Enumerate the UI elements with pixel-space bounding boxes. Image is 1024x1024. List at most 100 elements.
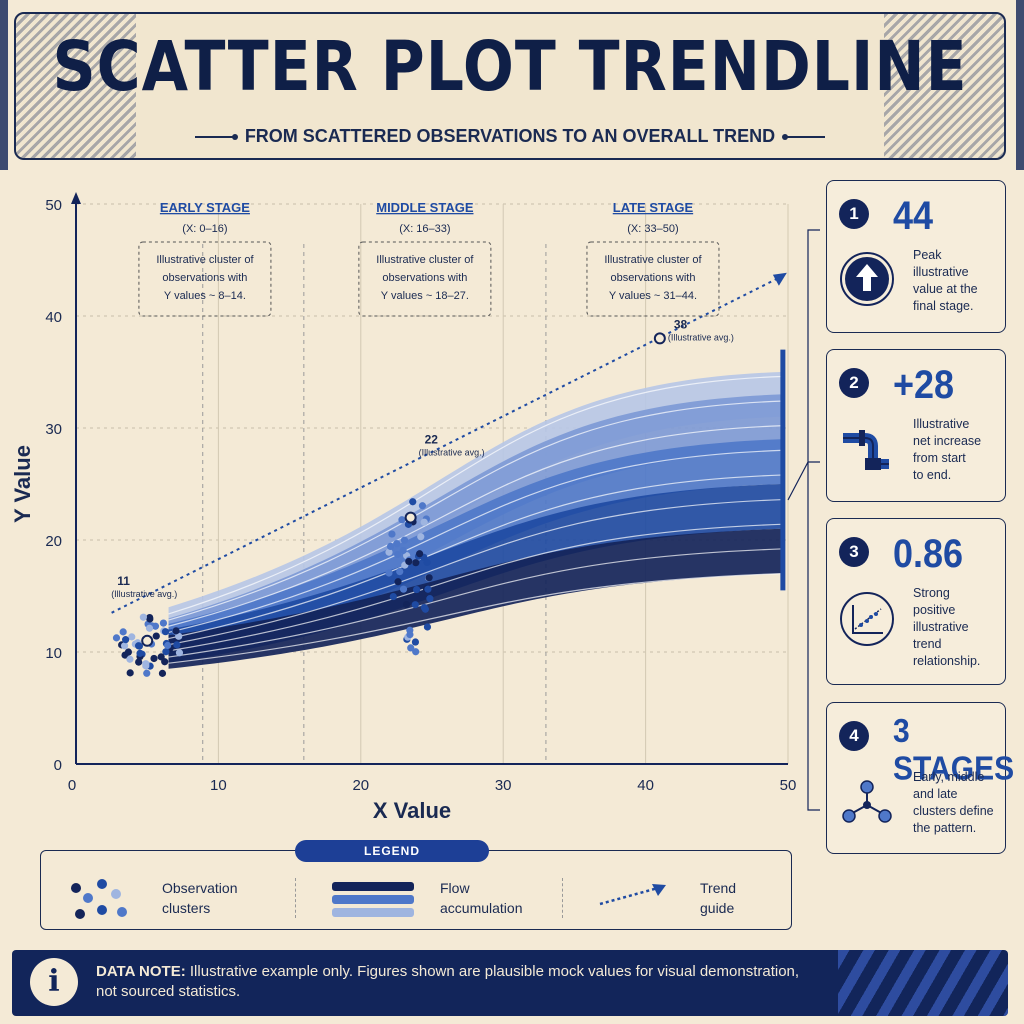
- flow-legend-icon: [332, 882, 414, 917]
- cluster-legend-icon: [71, 879, 127, 919]
- scatter-point: [411, 638, 420, 646]
- scatter-point: [119, 628, 127, 636]
- flow-streamline: [168, 474, 781, 640]
- scatter-point: [416, 550, 424, 558]
- stage-note-box: [586, 241, 720, 317]
- scatter-point: [411, 601, 419, 609]
- data-note-label: DATA NOTE:: [96, 963, 186, 980]
- stage-note-line: observations with: [382, 272, 467, 284]
- info-icon: i: [30, 958, 78, 1006]
- scatter-point: [399, 546, 407, 555]
- scatter-point: [161, 628, 170, 636]
- card-desc-line: illustrative: [913, 620, 969, 634]
- scatter-point: [173, 641, 181, 649]
- stage-note-line: observations with: [162, 272, 247, 284]
- flow-streamline: [168, 375, 781, 615]
- stat-card-4: 4 3 STAGES Early, middle and late cluste…: [826, 702, 1014, 854]
- trend-point: [404, 511, 417, 524]
- pipe-icon: [843, 430, 889, 470]
- scatter-point: [159, 619, 168, 627]
- stage-note-line: Illustrative cluster of: [156, 254, 254, 266]
- card-desc-line: value at the: [913, 282, 978, 296]
- scatter-point: [142, 662, 150, 670]
- legend-item-trend: Trend guide: [700, 878, 736, 918]
- card-desc-line: the pattern.: [913, 821, 977, 835]
- scatter-point: [128, 633, 136, 641]
- stage-label: MIDDLE STAGE: [376, 200, 474, 215]
- trend-point: [653, 332, 666, 345]
- scatter-point: [405, 557, 413, 566]
- legend-item-flow: Flow accumulation: [440, 878, 523, 918]
- scatter-point: [134, 642, 143, 650]
- trend-point-label: 38: [674, 317, 688, 331]
- stage-range: (X: 33–50): [627, 223, 678, 235]
- page-title: SCATTER PLOT TRENDLINE: [52, 26, 968, 108]
- card-desc-line: Illustrative: [913, 417, 970, 431]
- scatter-point: [409, 498, 417, 506]
- header: SCATTER PLOT TRENDLINE FROM SCATTERED OB…: [14, 12, 1006, 160]
- data-note-text: DATA NOTE: Illustrative example only. Fi…: [96, 962, 816, 1002]
- scatter-point: [135, 658, 143, 666]
- scatter-point: [406, 630, 414, 639]
- scatter-point: [158, 669, 167, 677]
- x-tick-label: 50: [780, 777, 797, 794]
- scatter-point: [389, 592, 397, 601]
- scatter-point: [421, 605, 429, 613]
- scatter-point: [172, 627, 180, 635]
- legend-item-clusters: Observation clusters: [162, 878, 237, 918]
- flow-streamline: [168, 425, 781, 627]
- flow-streamline: [168, 573, 781, 664]
- legend-label: Trend: [700, 880, 737, 896]
- scatter-point: [145, 624, 154, 632]
- stage-note-box: [358, 241, 492, 317]
- stat-card-1: 1 44 Peak illustrative value at the fina…: [826, 180, 1006, 333]
- card-description: Peak illustrative value at the final sta…: [913, 247, 1001, 315]
- y-tick-label: 30: [45, 421, 62, 438]
- scatter-point: [398, 516, 406, 524]
- network-icon: [842, 780, 892, 823]
- scatter-point: [136, 649, 144, 657]
- y-tick-label: 40: [45, 309, 62, 326]
- stage-range: (X: 16–33): [399, 223, 450, 235]
- scatter-point: [164, 641, 172, 650]
- card-number: 3: [839, 537, 869, 567]
- scatter-point: [413, 585, 421, 594]
- card-connector: [787, 229, 820, 501]
- scatter-point: [124, 648, 133, 656]
- flow-band: [168, 528, 781, 669]
- stage-note-line: Y values ~ 31–44.: [609, 290, 697, 302]
- scatter-point: [175, 632, 183, 640]
- scatter-point: [400, 536, 409, 544]
- legend-label: accumulation: [440, 900, 523, 916]
- trend-chart-icon: [840, 592, 894, 646]
- scatter-point: [412, 559, 420, 567]
- trend-point-label: 11: [117, 574, 130, 588]
- card-desc-line: relationship.: [913, 654, 981, 668]
- subtitle-dash: [782, 134, 826, 141]
- stage-note-line: Illustrative cluster of: [604, 254, 702, 266]
- scatter-point: [423, 558, 431, 567]
- scatter-point: [393, 540, 401, 548]
- x-tick-label: 40: [637, 777, 654, 794]
- scatter-point: [420, 518, 428, 526]
- scatter-point: [412, 648, 420, 656]
- flow-streamline: [168, 523, 781, 652]
- scatter-point: [424, 585, 432, 593]
- scatter-point: [385, 569, 393, 577]
- scatter-point: [396, 568, 404, 576]
- scatter-point: [152, 632, 160, 640]
- y-tick-label: 0: [54, 757, 62, 774]
- card-desc-line: clusters define: [913, 804, 994, 818]
- card-description: Early, middle and late clusters define t…: [913, 769, 1001, 837]
- scatter-chart: 11(Illustrative avg.)22(Illustrative avg…: [10, 192, 820, 823]
- stage-note-box: [138, 241, 272, 317]
- card-description: Strong positive illustrative trend relat…: [913, 585, 1001, 670]
- scatter-point: [407, 644, 415, 652]
- flow-streamline: [168, 400, 781, 621]
- scatter-point: [388, 530, 396, 538]
- scatter-point: [426, 595, 434, 603]
- stage-note-line: observations with: [610, 272, 695, 284]
- y-tick-label: 50: [45, 197, 62, 214]
- scatter-point: [162, 648, 170, 656]
- card-number: 2: [839, 368, 869, 398]
